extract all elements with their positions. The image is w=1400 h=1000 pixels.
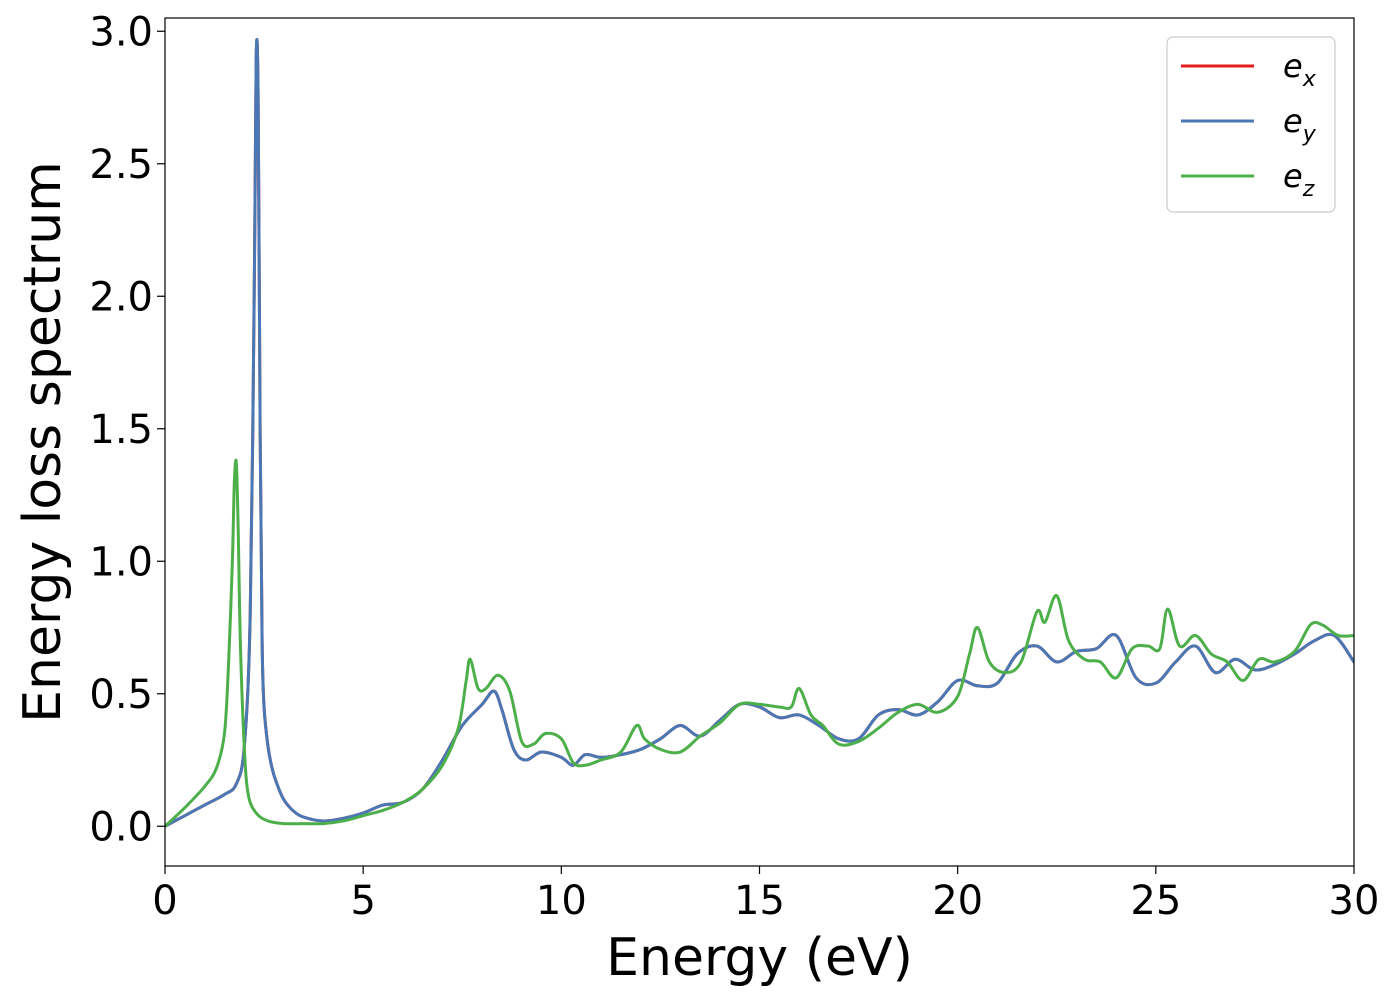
series-line-y [165,37,1354,828]
legend: ex ey ez [1166,36,1336,213]
x-tick-label: 0 [152,878,177,924]
y-tick-label: 1.5 [89,407,153,453]
y-tick-label: 1.0 [89,539,153,585]
series-layer [165,37,1354,828]
legend-label-x: ex [1283,47,1317,92]
x-axis-label: Energy (eV) [606,928,913,988]
y-axis: 0.0 0.5 1.0 1.5 2.0 2.5 3.0 [89,9,165,850]
y-tick-label: 0.0 [89,804,153,850]
y-tick-label: 2.5 [89,142,153,188]
legend-box [1166,36,1336,213]
x-tick-label: 5 [350,878,375,924]
y-tick-label: 3.0 [89,9,153,55]
legend-label-z: ez [1283,157,1315,202]
x-tick-label: 15 [734,878,785,924]
plot-area [165,18,1354,866]
y-tick-label: 2.0 [89,274,153,320]
x-tick-label: 30 [1329,878,1380,924]
x-tick-label: 25 [1130,878,1181,924]
y-tick-label: 0.5 [89,672,153,718]
series-line-z [165,458,1354,828]
x-axis: 0 5 10 15 20 25 30 [152,866,1379,924]
legend-label-y: ey [1283,102,1317,147]
x-tick-label: 10 [536,878,587,924]
x-tick-label: 20 [932,878,983,924]
y-axis-label: Energy loss spectrum [13,161,73,723]
